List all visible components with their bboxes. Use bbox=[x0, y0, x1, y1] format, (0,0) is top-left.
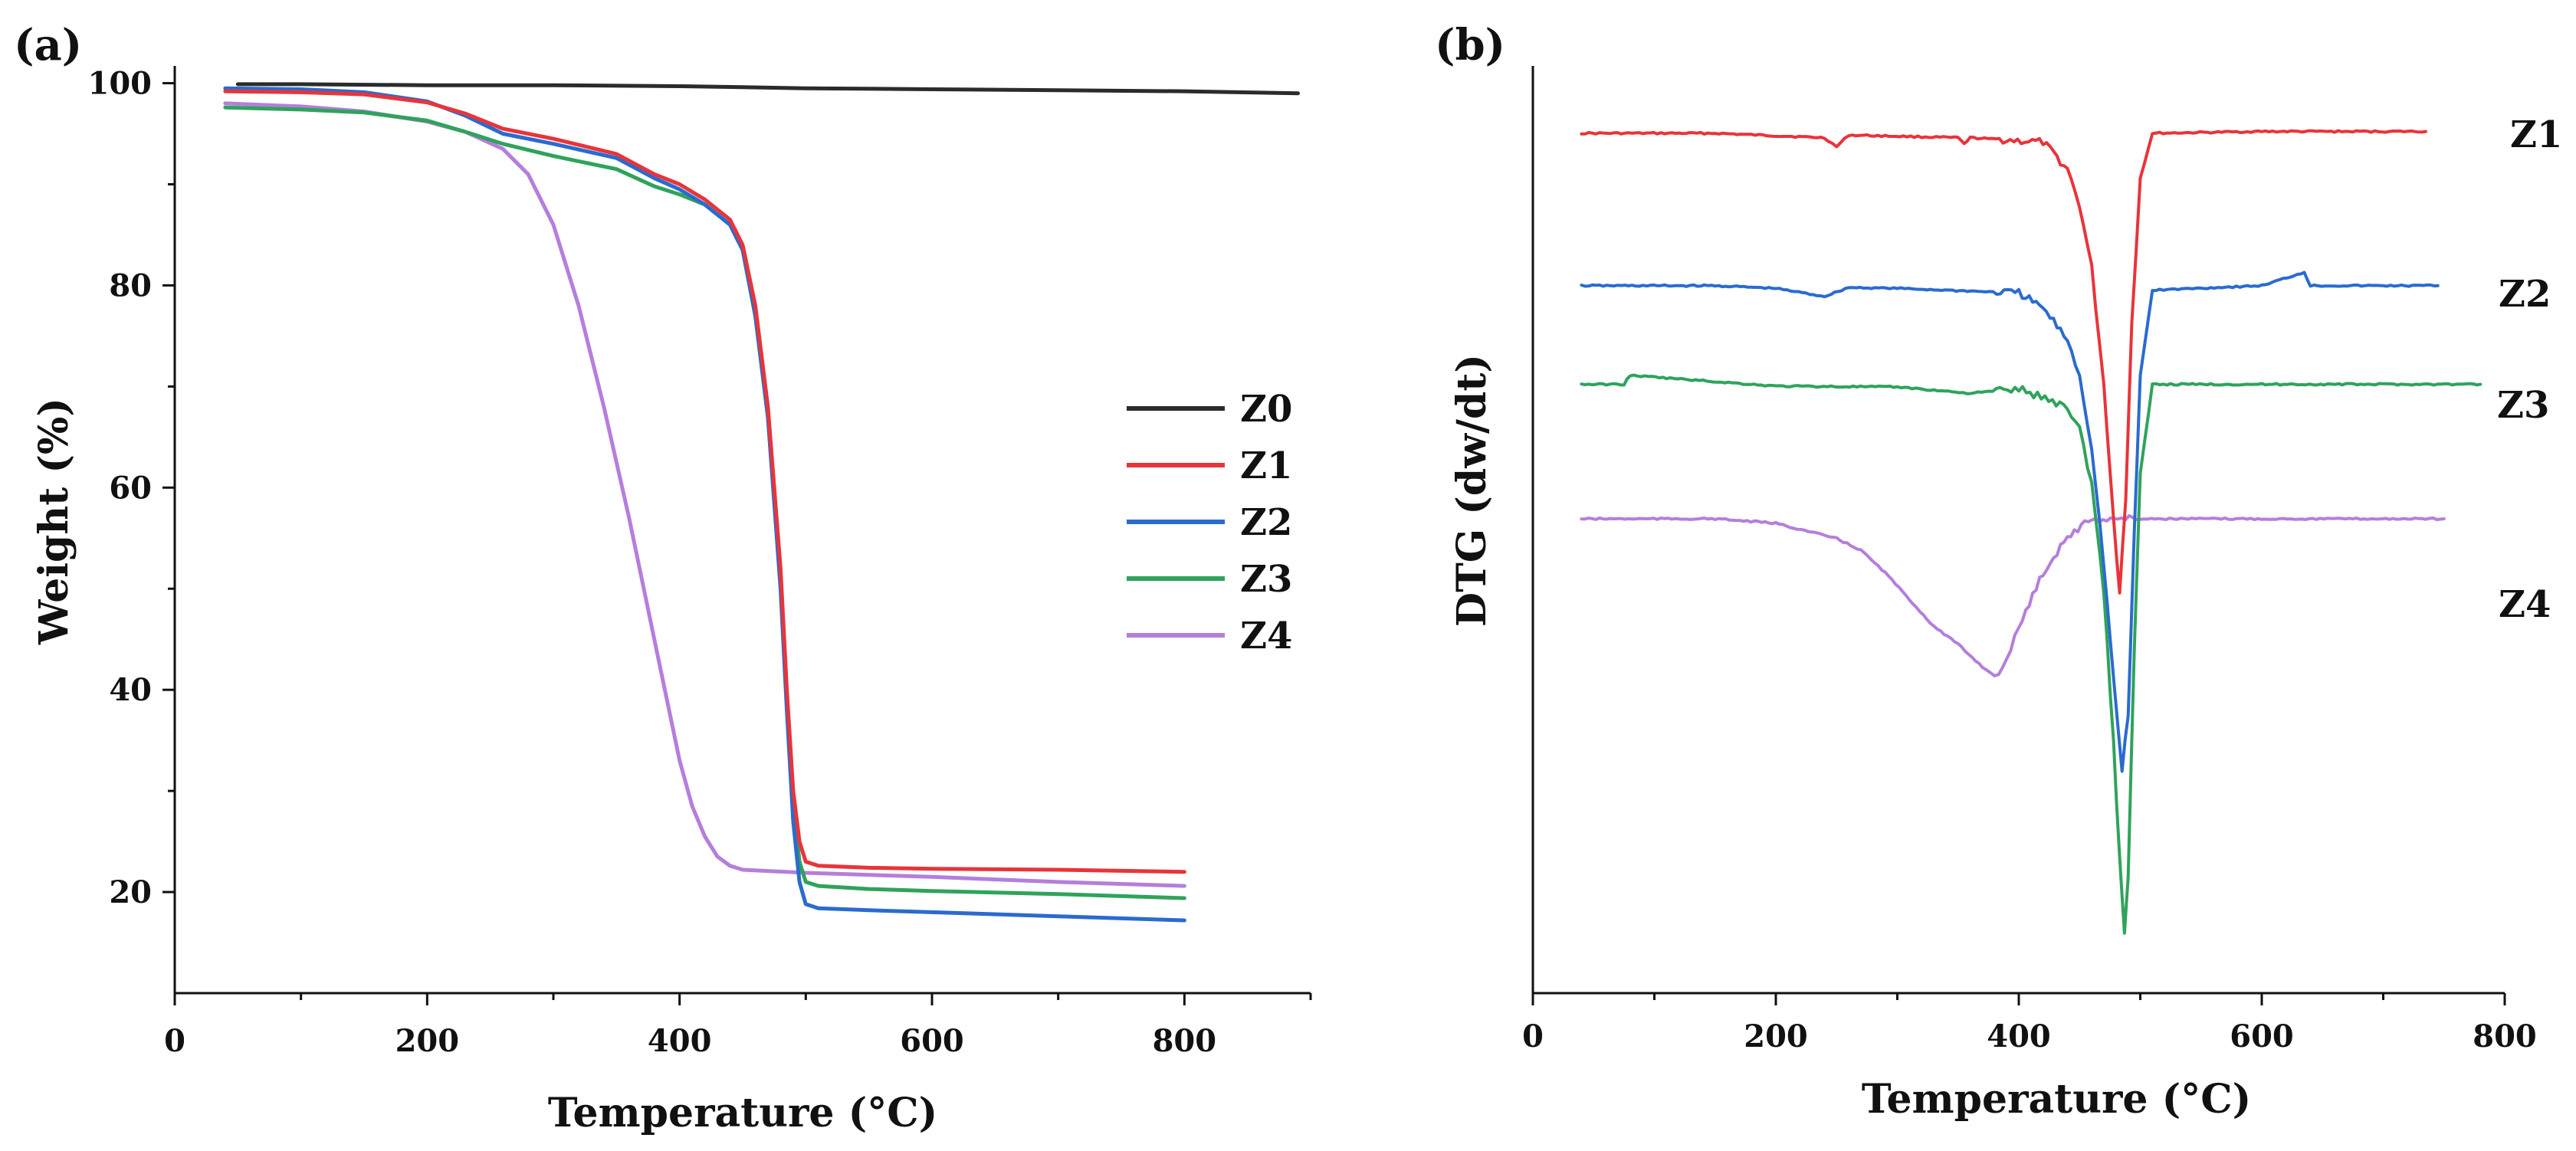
series-label-z3: Z3 bbox=[2497, 384, 2549, 427]
panel-a-x-tick-label: 400 bbox=[648, 1023, 712, 1059]
panel-a-legend: Z0 Z1 Z2 Z3 Z4 bbox=[1127, 388, 1292, 657]
panel-b-x-tick-label: 200 bbox=[1744, 1018, 1808, 1054]
panel-b-x-axis-title: Temperature (°C) bbox=[1862, 1076, 2251, 1123]
legend-label-z3: Z3 bbox=[1240, 558, 1292, 601]
panel-b-y-axis-title: DTG (dw/dt) bbox=[1449, 354, 1495, 627]
series-z1-dtg-line bbox=[1580, 129, 2427, 595]
series-label-z2: Z2 bbox=[2499, 273, 2551, 316]
series-label-z4: Z4 bbox=[2499, 583, 2551, 626]
panel-b-curves bbox=[1580, 129, 2482, 935]
legend-label-z1: Z1 bbox=[1240, 444, 1292, 487]
panel-a-x-tick-label: 600 bbox=[900, 1023, 964, 1059]
series-z4-dtg-line bbox=[1580, 514, 2446, 677]
panel-a-y-tick-label: 100 bbox=[88, 66, 153, 102]
panel-b-x-tick-label: 800 bbox=[2473, 1018, 2537, 1054]
panel-a-y-tick-label: 40 bbox=[109, 672, 152, 708]
series-z1-weight-line bbox=[223, 89, 1186, 874]
panel-a-x-axis-title: Temperature (°C) bbox=[548, 1090, 937, 1136]
panel-a-x-tick-label: 0 bbox=[164, 1023, 185, 1059]
panel-b: (b) 0 200 400 600 800 Temperature (°C) DTG (… bbox=[1435, 20, 2562, 1123]
panel-a-y-tick-label: 80 bbox=[109, 267, 152, 303]
panel-a-y-axis-title: Weight (%) bbox=[31, 398, 77, 645]
panel-a-label: (a) bbox=[14, 20, 82, 71]
panel-a-x-tick-label: 200 bbox=[395, 1023, 460, 1059]
panel-b-ticks: 0 200 400 600 800 bbox=[1522, 993, 2537, 1054]
series-label-z1: Z1 bbox=[2510, 113, 2562, 156]
panel-b-x-tick-label: 400 bbox=[1987, 1018, 2051, 1054]
panel-a-y-tick-label: 20 bbox=[109, 874, 152, 910]
series-z3-dtg-line bbox=[1580, 373, 2482, 935]
panel-b-x-tick-label: 600 bbox=[2230, 1018, 2294, 1054]
panel-b-x-tick-label: 0 bbox=[1522, 1018, 1544, 1054]
panel-a-y-tick-label: 60 bbox=[109, 470, 152, 506]
panel-a-x-tick-label: 800 bbox=[1153, 1023, 1217, 1059]
legend-label-z4: Z4 bbox=[1240, 615, 1292, 657]
panel-a: (a) 0 200 400 600 800 20 40 60 80 100 Temperature… bbox=[14, 20, 1312, 1136]
series-z2-dtg-line bbox=[1580, 271, 2440, 773]
legend-label-z0: Z0 bbox=[1240, 388, 1292, 431]
legend-label-z2: Z2 bbox=[1240, 501, 1292, 544]
panel-a-ticks: 0 200 400 600 800 20 40 60 80 100 bbox=[88, 66, 1312, 1059]
panel-a-curves bbox=[223, 82, 1300, 923]
series-z0-weight-line bbox=[235, 82, 1300, 96]
panel-b-label: (b) bbox=[1435, 20, 1505, 71]
